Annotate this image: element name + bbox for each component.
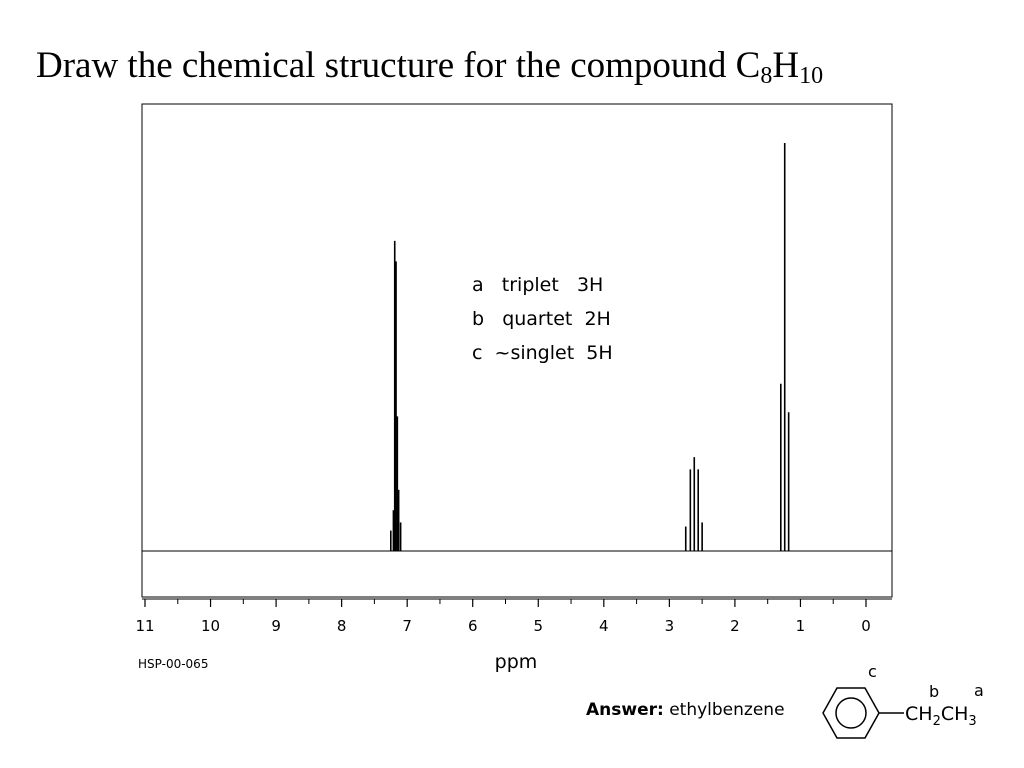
proton-label-c: c (868, 662, 877, 681)
peak-label: a (472, 274, 484, 296)
x-tick-label: 4 (599, 617, 609, 635)
page-title: Draw the chemical structure for the comp… (36, 44, 824, 89)
peak-row-a: a triplet 3H (472, 268, 613, 302)
plot-frame (141, 103, 893, 598)
peak-row-c: c ~singlet 5H (472, 336, 613, 370)
proton-label-a: a (974, 681, 984, 700)
answer-line: Answer: ethylbenzene (586, 700, 785, 720)
peak-row-b: b quartet 2H (472, 302, 613, 336)
x-tick-label: 0 (861, 617, 871, 635)
peak-multiplicity: quartet (502, 308, 573, 330)
title-subscript-10: 10 (799, 63, 824, 89)
x-tick-label: 3 (665, 617, 675, 635)
x-axis-ticks: 11 10 9 8 7 6 5 4 3 2 1 0 (135, 599, 871, 635)
x-tick-label: 9 (271, 617, 281, 635)
peak-integration: 3H (576, 274, 604, 296)
x-axis-label: ppm (495, 651, 538, 673)
answer-label: Answer: (586, 700, 664, 720)
peak-label: c (472, 342, 483, 364)
peak-multiplicity: triplet (501, 274, 559, 296)
answer-value: ethylbenzene (669, 700, 785, 720)
x-tick-label: 6 (468, 617, 478, 635)
title-hydrogen: H (772, 45, 800, 86)
x-tick-label: 7 (402, 617, 412, 635)
title-text: Draw the chemical structure for the comp… (36, 45, 761, 86)
x-tick-label: 8 (337, 617, 347, 635)
title-subscript-8: 8 (760, 63, 773, 89)
proton-label-b: b (929, 682, 939, 701)
peak-integration: 2H (584, 308, 611, 330)
ethyl-group-formula: CH2CH3 (905, 703, 977, 729)
peak-integration: 5H (586, 342, 613, 364)
x-tick-label: 1 (796, 617, 806, 635)
x-tick-label: 2 (730, 617, 740, 635)
x-tick-label: 5 (533, 617, 543, 635)
peak-assignment-table: a triplet 3H b quartet 2H c ~singlet 5H (472, 268, 613, 370)
peak-label: b (472, 308, 485, 330)
aromatic-circle-icon (835, 697, 867, 729)
peak-multiplicity: ~singlet (494, 342, 575, 364)
benzene-ring-icon (822, 687, 880, 739)
ethylbenzene-structure: c b a CH2CH3 (822, 662, 984, 739)
source-code-label: HSP-00-065 (138, 657, 208, 671)
x-tick-label: 11 (135, 617, 154, 635)
x-tick-label: 10 (201, 617, 220, 635)
peak-group (389, 143, 790, 551)
